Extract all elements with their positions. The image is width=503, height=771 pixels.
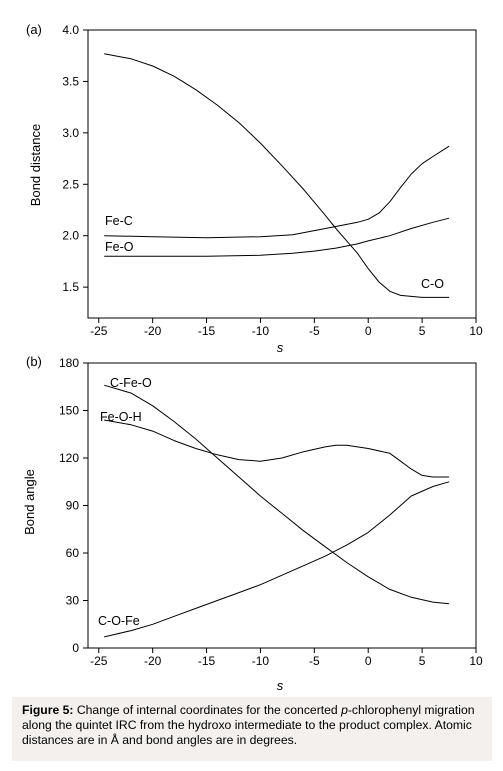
caption-text-1: Change of internal coordinates for the c… [73, 703, 342, 717]
curve-label-b: C-Fe-O [110, 376, 152, 390]
x-tick-label-a: -10 [252, 324, 270, 338]
x-tick-label-a: -25 [90, 324, 108, 338]
x-tick-label-b: -20 [144, 654, 162, 668]
curve-label-b: C-O-Fe [98, 614, 140, 628]
y-tick-label-a: 3.0 [62, 126, 79, 140]
x-tick-label-a: -5 [309, 324, 320, 338]
x-tick-label-b: 0 [365, 654, 372, 668]
y-tick-label-a: 4.0 [62, 23, 79, 37]
x-tick-label-b: 10 [469, 654, 483, 668]
curve-label-a: C-O [421, 277, 444, 291]
x-tick-label-a: 0 [365, 324, 372, 338]
caption-italic: p [341, 703, 348, 717]
figure-caption: Figure 5: Change of internal coordinates… [12, 697, 492, 761]
y-tick-label-a: 3.5 [62, 74, 79, 88]
y-tick-label-b: 180 [59, 356, 79, 370]
series-line-b [104, 481, 450, 638]
x-tick-label-a: -15 [198, 324, 216, 338]
caption-label: Figure 5: [22, 703, 74, 717]
x-tick-label-b: -25 [90, 654, 108, 668]
y-tick-label-a: 2.0 [62, 229, 79, 243]
y-tick-label-b: 150 [59, 404, 79, 418]
y-tick-label-b: 90 [66, 499, 80, 513]
series-line-b [104, 419, 450, 478]
y-tick-label-a: 1.5 [62, 280, 79, 294]
series-line-a [104, 217, 450, 257]
x-tick-label-a: -20 [144, 324, 162, 338]
x-tick-label-a: 10 [469, 324, 483, 338]
curve-label-a: Fe-C [105, 214, 133, 228]
x-axis-label-a: s [277, 340, 284, 355]
plot-frame-a [87, 29, 477, 319]
y-tick-label-b: 0 [72, 641, 79, 655]
caption-text-2: -chlorophenyl migration along the quinte… [22, 703, 475, 747]
plot-frame-b [87, 362, 477, 649]
x-tick-label-b: -15 [198, 654, 216, 668]
figure: -25 -20 -15 -10 -5 0 5 10 1.5 2.0 2.5 3.0 3.5 4.0 Fe-C… [22, 22, 483, 690]
x-axis-label-b: s [277, 678, 284, 690]
y-tick-label-b: 60 [66, 546, 80, 560]
y-tick-label-a: 2.5 [62, 177, 79, 191]
y-tick-label-b: 30 [66, 594, 80, 608]
series-line-a [104, 145, 450, 239]
panel-label-a: (a) [26, 22, 42, 37]
y-tick-label-b: 120 [59, 451, 79, 465]
x-tick-label-b: 5 [419, 654, 426, 668]
panel-label-b: (b) [26, 354, 42, 369]
series-line-a [104, 53, 450, 298]
y-axis-label-a: Bond distance [28, 124, 43, 206]
x-tick-label-b: -10 [252, 654, 270, 668]
series-line-b [104, 384, 450, 605]
y-axis-label-b: Bond angle [22, 469, 37, 535]
x-tick-label-b: -5 [309, 654, 320, 668]
x-tick-label-a: 5 [419, 324, 426, 338]
curve-label-b: Fe-O-H [100, 410, 142, 424]
curve-label-a: Fe-O [105, 240, 134, 254]
